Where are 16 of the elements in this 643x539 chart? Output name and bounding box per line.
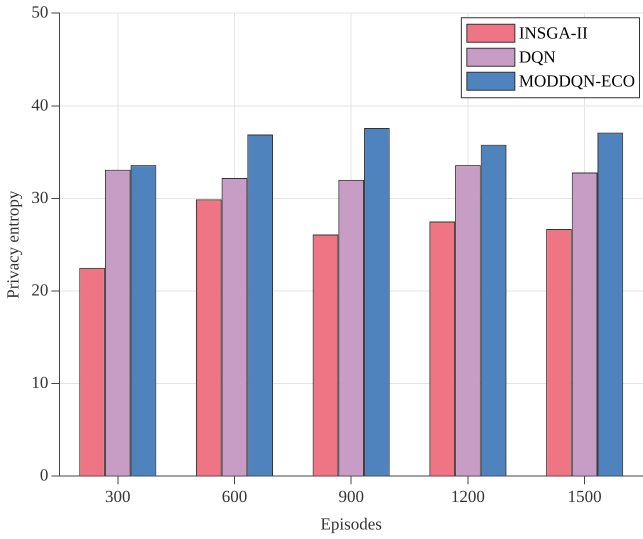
x-axis-title: Episodes [320, 514, 382, 534]
x-tick-label: 600 [222, 486, 248, 506]
y-tick-label: 20 [31, 280, 48, 300]
legend-label: MODDQN-ECO [518, 72, 636, 91]
y-tick-label: 0 [40, 466, 48, 485]
legend-label: INSGA-II [518, 24, 588, 43]
y-tick-label: 30 [31, 188, 48, 207]
y-tick-label: 40 [31, 95, 48, 114]
legend-label: DQN [518, 48, 556, 67]
y-axis-title: Privacy entropy [4, 190, 23, 299]
x-tick-label: 1200 [450, 486, 485, 506]
x-tick-label: 300 [105, 486, 131, 506]
y-tick-label: 50 [31, 2, 48, 22]
x-tick-label: 1500 [568, 486, 602, 506]
x-tick-label: 900 [338, 486, 364, 506]
y-tick-label: 10 [31, 373, 48, 392]
